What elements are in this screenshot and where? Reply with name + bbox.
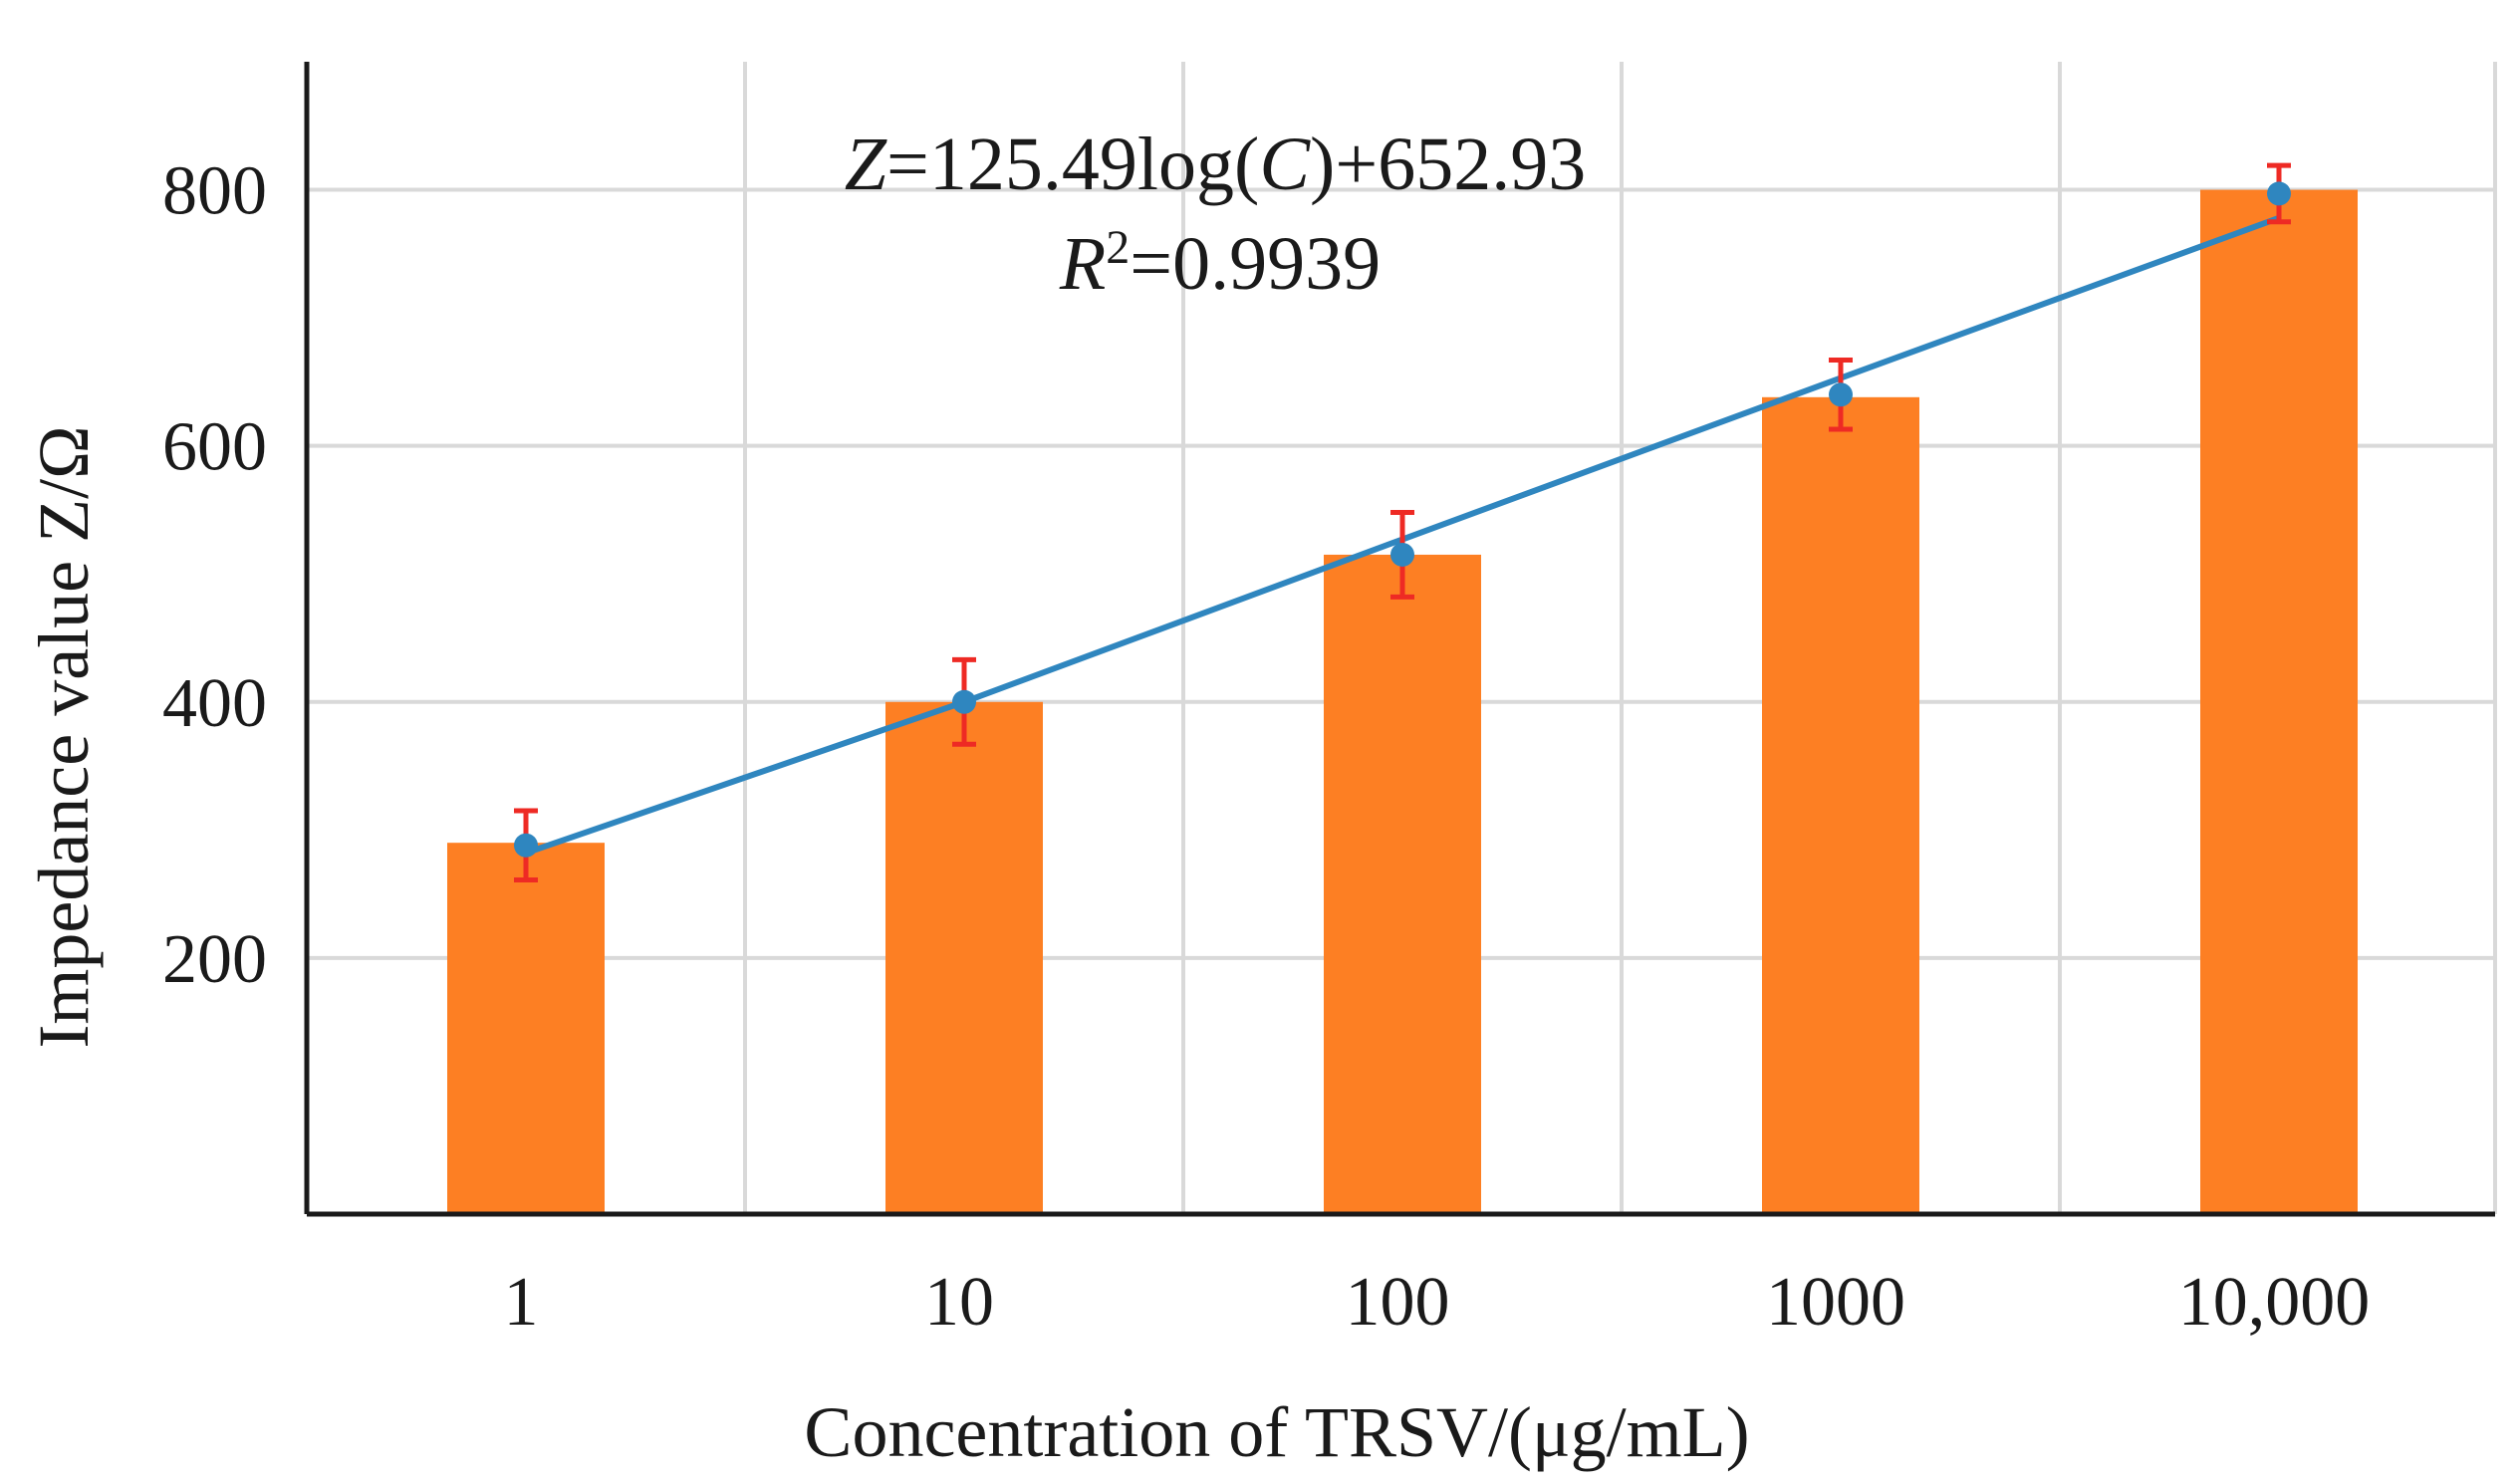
- equation-z: Z: [845, 123, 887, 206]
- x-axis-title: Concentration of TRSV/(μg/mL): [804, 1392, 1749, 1472]
- x-tick-label-5: 10,000: [2178, 1264, 2371, 1341]
- x-tick-label-2: 10: [924, 1264, 994, 1341]
- r-superscript: 2: [1106, 221, 1130, 274]
- bar-3: [1324, 554, 1481, 1214]
- r-letter: R: [1059, 222, 1106, 306]
- grid-layer: [307, 62, 2497, 1214]
- axis-layer: [304, 62, 2495, 1217]
- x-tick-label-1: 1: [504, 1264, 539, 1341]
- r-squared: R2=0.9939: [1059, 221, 1381, 307]
- point-layer: [514, 181, 2291, 858]
- bar-5: [2200, 189, 2358, 1215]
- r-value: =0.9939: [1130, 222, 1381, 306]
- bar-1: [447, 843, 605, 1214]
- data-point-5: [2267, 181, 2291, 206]
- bar-4: [1762, 396, 1919, 1214]
- data-point-1: [514, 833, 538, 858]
- equation-part2: )+652.93: [1310, 123, 1586, 206]
- data-point-2: [952, 689, 976, 714]
- y-tick-label-200: 200: [162, 921, 267, 998]
- x-tick-label-3: 100: [1346, 1264, 1450, 1341]
- fit-equation: Z=125.49log(C)+652.93: [845, 123, 1586, 206]
- y-tick-label-800: 800: [162, 153, 267, 230]
- x-tick-label-4: 1000: [1766, 1264, 1905, 1341]
- data-point-3: [1390, 542, 1414, 567]
- data-point-4: [1829, 382, 1853, 407]
- y-axis-title: Impedance value Z/Ω: [24, 425, 104, 1048]
- y-tick-label-400: 400: [162, 665, 267, 742]
- bar-layer: [447, 189, 2358, 1215]
- tick-label-layer: 200 400 600 800 1 10 100 1000 10,000: [162, 153, 2370, 1341]
- bar-2: [885, 701, 1043, 1214]
- equation-c: C: [1259, 123, 1311, 206]
- y-tick-label-600: 600: [162, 409, 267, 486]
- equation-part1: =125.49log(: [886, 123, 1259, 206]
